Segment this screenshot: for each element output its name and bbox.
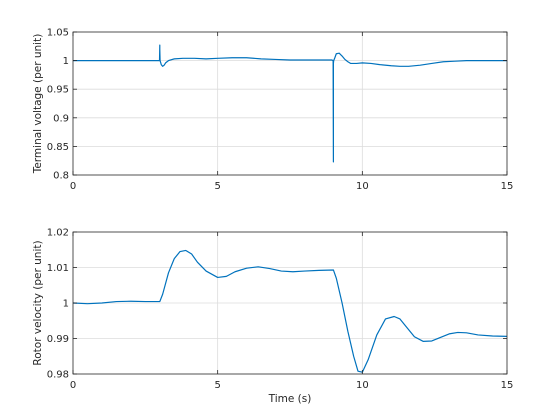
- voltage-x-tick-label: 0: [70, 181, 76, 192]
- voltage-y-axis-label: Terminal voltage (per unit): [32, 34, 44, 175]
- voltage-x-tick-label: 5: [214, 181, 220, 192]
- rotor-x-axis-label: Time (s): [268, 393, 312, 405]
- rotor-x-tick-label: 0: [70, 380, 76, 391]
- rotor-x-tick-label: 10: [356, 380, 369, 391]
- voltage-y-tick-label: 1.05: [47, 28, 69, 39]
- voltage-axes-background: [73, 32, 507, 175]
- rotor-x-tick-label: 15: [501, 380, 514, 391]
- rotor-y-tick-label: 0.98: [47, 370, 69, 381]
- rotor-y-tick-label: 0.99: [47, 334, 69, 345]
- voltage-x-tick-label: 10: [356, 181, 369, 192]
- rotor-y-axis-label: Rotor velocity (per unit): [32, 240, 44, 365]
- rotor-y-tick-label: 1.01: [47, 263, 69, 274]
- voltage-y-tick-label: 0.9: [53, 113, 69, 124]
- rotor-series-line: [72, 249, 508, 373]
- rotor-y-tick-label: 1.02: [47, 228, 69, 239]
- voltage-y-tick-label: 0.85: [47, 142, 69, 153]
- voltage-series-line: [73, 44, 507, 163]
- rotor-x-tick-label: 5: [214, 380, 220, 391]
- voltage-y-tick-label: 0.8: [53, 171, 69, 182]
- rotor-y-tick-label: 1: [63, 299, 69, 310]
- voltage-x-tick-label: 15: [501, 181, 514, 192]
- voltage-axes-box: [72, 31, 508, 176]
- voltage-y-tick-label: 0.95: [47, 85, 69, 96]
- voltage-y-tick-label: 1: [63, 56, 69, 67]
